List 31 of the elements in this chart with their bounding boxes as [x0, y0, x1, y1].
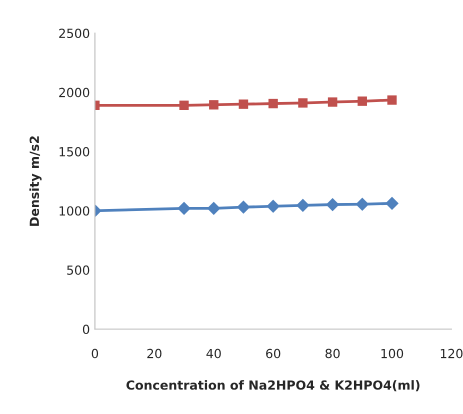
point: [238, 99, 248, 109]
x-tick-label: 80: [325, 348, 340, 358]
x-tick-label: 60: [266, 348, 280, 358]
x-tick-label: 40: [206, 348, 221, 358]
point: [207, 202, 220, 215]
point: [266, 200, 280, 213]
point: [178, 202, 190, 215]
x-tick-label: 120: [440, 348, 463, 358]
x-axis-title: Concentration of Na2HPO4 & K2HPO4(ml): [126, 380, 420, 392]
y-tick-label: 2000: [59, 88, 90, 98]
y-tick-label: 0: [82, 324, 90, 334]
y-tick-label: 2500: [59, 28, 90, 38]
point: [326, 198, 339, 211]
point: [328, 97, 338, 107]
point: [179, 100, 189, 110]
point: [386, 196, 398, 210]
x-tick-label: 0: [92, 348, 98, 358]
point: [209, 100, 218, 110]
point: [358, 96, 367, 106]
point: [298, 98, 308, 108]
point: [356, 198, 369, 211]
point: [296, 198, 310, 212]
y-tick-label: 1500: [60, 146, 90, 156]
point: [268, 98, 278, 108]
y-tick-label: 1000: [60, 206, 90, 216]
point: [387, 95, 397, 105]
y-axis-title: Density m/s2: [29, 136, 42, 226]
y-tick-label: 500: [67, 265, 90, 275]
point: [237, 200, 250, 214]
x-tick-label: 20: [147, 348, 162, 358]
x-tick-label: 100: [381, 348, 404, 358]
